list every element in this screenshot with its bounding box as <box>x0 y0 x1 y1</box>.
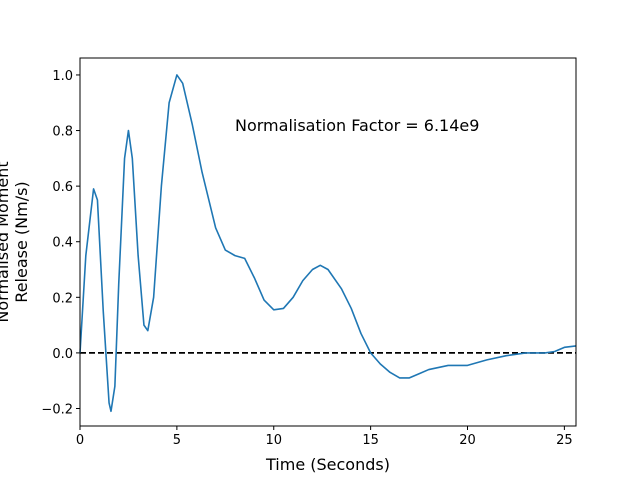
y-tick-label: 0.8 <box>52 125 73 140</box>
y-tick-label: 0.2 <box>52 291 73 306</box>
y-tick-label: 0.0 <box>52 347 73 362</box>
plot-frame <box>79 57 577 427</box>
y-axis-label: Release (Nm/s) <box>12 181 31 302</box>
x-tick-label: 5 <box>173 433 181 448</box>
y-tick-label: −0.2 <box>41 402 73 417</box>
y-axis-label: Normalised Moment <box>0 161 12 322</box>
x-tick-label: 15 <box>362 433 379 448</box>
y-tick-label: 1.0 <box>52 69 73 84</box>
x-tick-label: 0 <box>76 433 84 448</box>
annotation: Normalisation Factor = 6.14e9 <box>235 116 479 135</box>
y-tick-label: 0.6 <box>52 180 73 195</box>
y-tick-label: 0.4 <box>52 236 73 251</box>
data-line <box>79 74 577 413</box>
x-tick-label: 20 <box>459 433 476 448</box>
x-tick-label: 25 <box>556 433 573 448</box>
x-axis-label: Time (Seconds) <box>265 455 390 474</box>
x-tick-label: 10 <box>265 433 282 448</box>
